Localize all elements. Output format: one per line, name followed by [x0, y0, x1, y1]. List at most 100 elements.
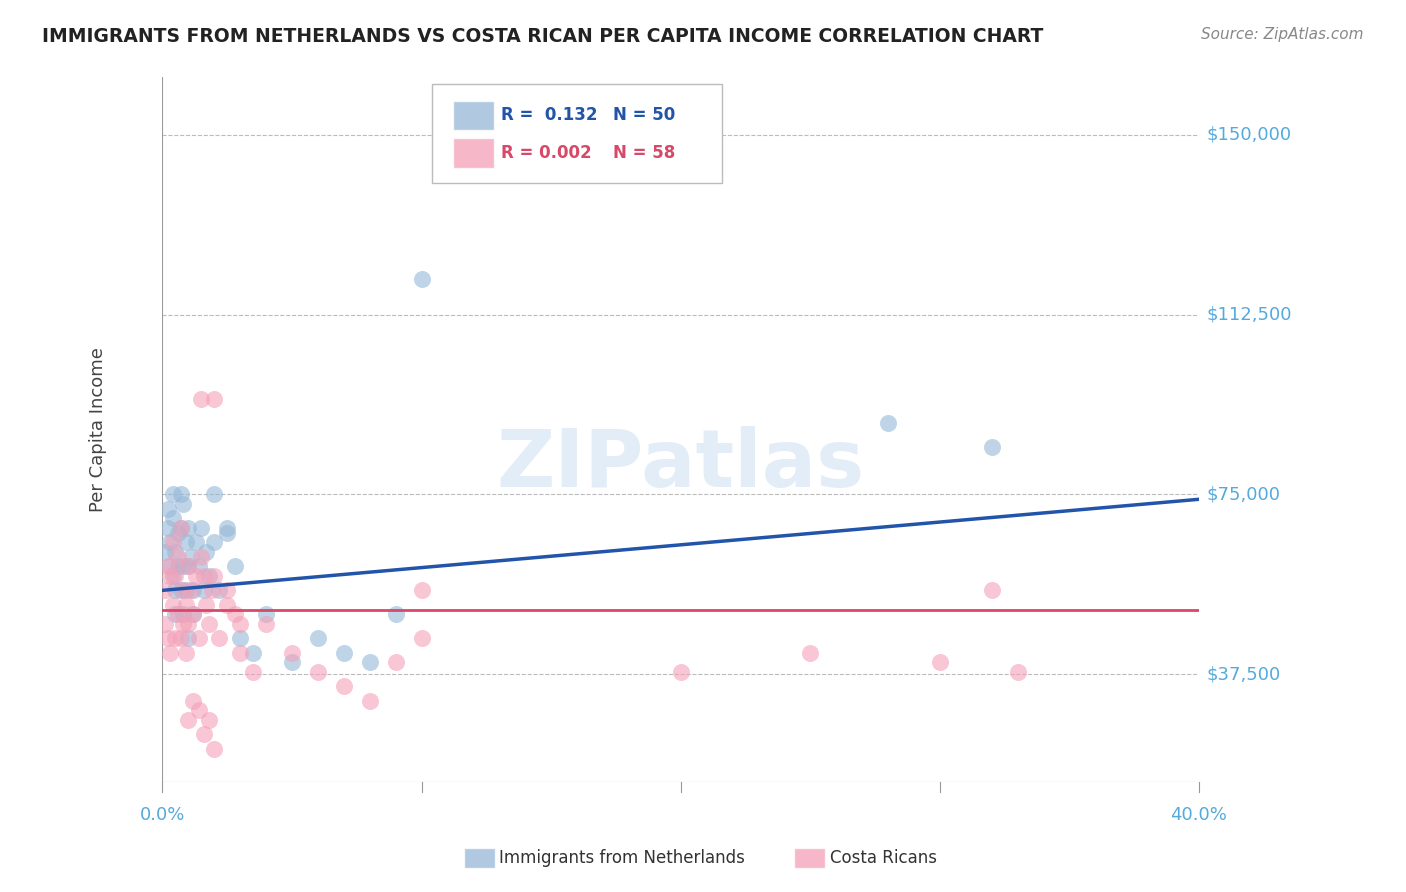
Point [180, 549, 202, 564]
Point [159, 569, 181, 583]
Point [384, 655, 406, 669]
Point [217, 521, 239, 535]
Text: R = 0.002: R = 0.002 [502, 144, 592, 161]
Point [153, 545, 176, 559]
Point [229, 632, 252, 646]
Point [159, 646, 181, 660]
Point [208, 583, 231, 598]
Point [174, 535, 197, 549]
Text: $112,500: $112,500 [1206, 306, 1292, 324]
Point [195, 545, 218, 559]
Point [333, 646, 356, 660]
Text: Source: ZipAtlas.com: Source: ZipAtlas.com [1201, 27, 1364, 42]
Point [928, 655, 950, 669]
Bar [453, 101, 494, 130]
Point [202, 487, 225, 501]
Point [167, 549, 190, 564]
Point [153, 583, 176, 598]
Point [281, 646, 304, 660]
Point [229, 646, 252, 660]
Point [177, 559, 200, 574]
Point [190, 392, 212, 406]
Point [177, 713, 200, 727]
Point [195, 598, 218, 612]
Point [177, 521, 200, 535]
Point [799, 646, 821, 660]
Text: $37,500: $37,500 [1206, 665, 1281, 683]
Point [411, 272, 433, 286]
Point [183, 607, 205, 622]
Point [169, 521, 191, 535]
Point [180, 583, 202, 598]
Point [202, 392, 225, 406]
Point [167, 525, 190, 540]
Point [156, 521, 179, 535]
Text: R =  0.132: R = 0.132 [502, 106, 598, 125]
Point [184, 535, 207, 549]
Point [162, 535, 184, 549]
Point [172, 616, 194, 631]
Text: N = 50: N = 50 [613, 106, 675, 125]
Point [172, 607, 194, 622]
Point [411, 632, 433, 646]
Point [167, 607, 190, 622]
Point [174, 583, 197, 598]
Point [669, 665, 692, 679]
Point [333, 679, 356, 693]
Point [217, 525, 239, 540]
Point [224, 607, 246, 622]
Point [169, 487, 191, 501]
Point [165, 569, 187, 583]
Point [184, 569, 207, 583]
Point [172, 583, 194, 598]
Point [254, 616, 277, 631]
Point [169, 521, 191, 535]
Point [193, 727, 215, 741]
Point [1007, 665, 1029, 679]
Point [156, 501, 179, 516]
Point [156, 632, 179, 646]
Point [159, 535, 181, 549]
Point [169, 583, 191, 598]
Point [174, 598, 197, 612]
Point [183, 693, 205, 707]
Point [229, 616, 252, 631]
Point [156, 559, 179, 574]
Text: 0.0%: 0.0% [139, 806, 186, 824]
Point [162, 487, 184, 501]
Text: 40.0%: 40.0% [1170, 806, 1227, 824]
Point [162, 511, 184, 525]
Point [202, 741, 225, 756]
Point [172, 497, 194, 511]
Point [193, 569, 215, 583]
Point [201, 583, 224, 598]
Point [187, 632, 209, 646]
Point [153, 616, 176, 631]
Point [177, 559, 200, 574]
Text: Costa Ricans: Costa Ricans [830, 849, 936, 867]
Point [208, 632, 231, 646]
Point [980, 583, 1002, 598]
Point [217, 583, 239, 598]
Point [159, 559, 181, 574]
Point [359, 693, 381, 707]
Point [877, 416, 900, 430]
Point [183, 607, 205, 622]
Point [165, 545, 187, 559]
Point [281, 655, 304, 669]
Point [190, 549, 212, 564]
Point [359, 655, 381, 669]
Point [307, 665, 329, 679]
Text: $150,000: $150,000 [1206, 126, 1292, 144]
Point [224, 559, 246, 574]
Point [162, 598, 184, 612]
Point [190, 521, 212, 535]
Point [172, 559, 194, 574]
Text: Immigrants from Netherlands: Immigrants from Netherlands [499, 849, 745, 867]
Point [174, 646, 197, 660]
Point [411, 583, 433, 598]
Point [384, 607, 406, 622]
Text: $75,000: $75,000 [1206, 485, 1281, 503]
Point [165, 607, 187, 622]
Point [162, 569, 184, 583]
